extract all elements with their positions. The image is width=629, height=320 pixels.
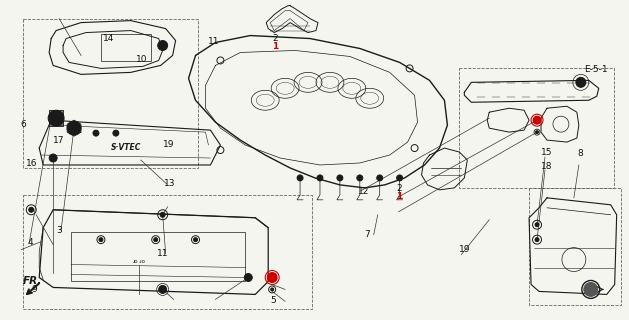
Circle shape: [194, 238, 198, 242]
Circle shape: [533, 116, 541, 124]
Text: 7: 7: [365, 230, 370, 239]
Text: 19: 19: [459, 245, 470, 254]
Circle shape: [153, 238, 158, 242]
Circle shape: [576, 77, 586, 87]
Circle shape: [160, 212, 165, 217]
Circle shape: [49, 154, 57, 162]
Circle shape: [535, 238, 539, 242]
Text: 9: 9: [31, 285, 37, 294]
Text: 17: 17: [53, 136, 64, 145]
Text: 11: 11: [208, 37, 220, 46]
Bar: [101, 34, 151, 61]
Text: 1: 1: [396, 192, 402, 201]
Text: S·VTEC: S·VTEC: [111, 142, 141, 152]
Text: 14: 14: [103, 34, 114, 43]
Text: 5: 5: [270, 296, 276, 305]
Bar: [459, 68, 614, 188]
Text: ɹo ɹo: ɹo ɹo: [132, 259, 145, 264]
Circle shape: [270, 288, 274, 291]
Bar: [71, 232, 245, 282]
Text: 3: 3: [57, 226, 62, 235]
Text: 10: 10: [136, 55, 148, 64]
Text: FR.: FR.: [23, 276, 43, 286]
Text: 15: 15: [541, 148, 553, 156]
Bar: [529, 188, 621, 305]
Text: 16: 16: [26, 159, 38, 168]
Text: 2: 2: [272, 34, 277, 43]
Circle shape: [29, 207, 34, 212]
Text: 8: 8: [577, 149, 583, 158]
Circle shape: [158, 41, 168, 51]
Text: 2: 2: [396, 184, 401, 193]
Circle shape: [377, 175, 382, 181]
Text: 4: 4: [28, 238, 33, 247]
Text: E-5-1: E-5-1: [584, 65, 608, 74]
Circle shape: [159, 285, 167, 293]
Circle shape: [99, 238, 103, 242]
Circle shape: [267, 273, 277, 283]
Circle shape: [397, 175, 403, 181]
Text: 12: 12: [359, 187, 370, 196]
Circle shape: [67, 121, 81, 135]
Circle shape: [48, 110, 64, 126]
Circle shape: [244, 274, 252, 282]
Circle shape: [297, 175, 303, 181]
Circle shape: [535, 131, 538, 134]
Bar: [49, 110, 63, 126]
Text: 1: 1: [272, 42, 278, 52]
Text: 6: 6: [20, 120, 26, 130]
Text: 18: 18: [541, 162, 553, 171]
Circle shape: [93, 130, 99, 136]
Text: 19: 19: [163, 140, 174, 149]
Circle shape: [317, 175, 323, 181]
Circle shape: [337, 175, 343, 181]
Bar: [23, 19, 198, 168]
Text: 13: 13: [164, 180, 175, 188]
Circle shape: [535, 223, 539, 227]
Text: 11: 11: [157, 249, 168, 258]
Bar: [23, 195, 312, 309]
Circle shape: [584, 283, 598, 296]
Circle shape: [357, 175, 363, 181]
Circle shape: [113, 130, 119, 136]
